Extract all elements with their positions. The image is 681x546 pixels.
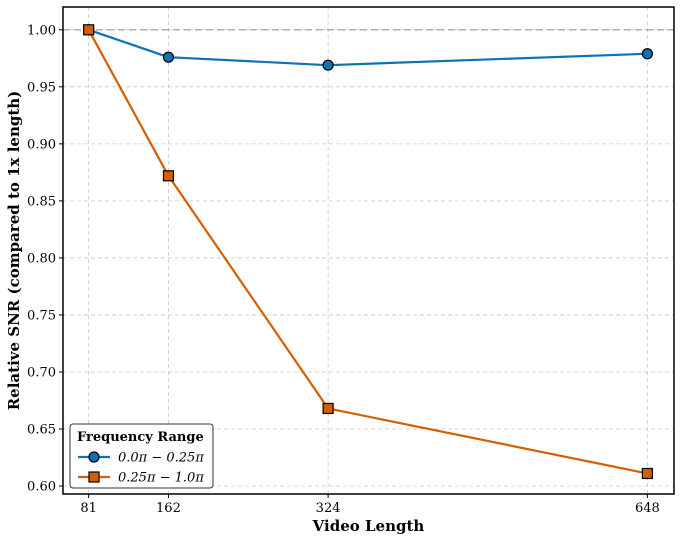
legend-label: 0.0π − 0.25π <box>118 451 204 466</box>
series-group <box>83 24 653 480</box>
x-tick-label: 162 <box>156 501 181 516</box>
legend-entry: 0.25π − 1.0π <box>78 471 204 486</box>
data-point <box>322 402 334 415</box>
legend-marker <box>88 451 100 463</box>
y-tick-label: 0.65 <box>27 422 56 437</box>
legend-box <box>69 423 214 489</box>
grid <box>63 7 674 494</box>
legend-entries: 0.0π − 0.25π 0.25π − 1.0π <box>78 451 204 486</box>
y-tick-label: 0.75 <box>27 308 56 323</box>
y-tick-label: 0.85 <box>27 194 56 209</box>
data-point <box>641 48 653 60</box>
y-axis-ticks: 0.60 0.65 0.70 0.75 0.80 0.85 0.90 0.95 1.00 <box>27 23 63 495</box>
data-point <box>162 51 175 63</box>
y-axis-label: Relative SNR (compared to 1x length) <box>5 91 23 411</box>
y-tick-label: 0.90 <box>27 137 56 152</box>
y-tick-label: 1.00 <box>27 23 56 38</box>
x-axis-ticks: 81 162 324 648 <box>80 494 660 516</box>
series-2 <box>83 24 653 480</box>
legend-marker <box>88 471 100 483</box>
x-axis-label: Video Length <box>312 517 425 535</box>
y-tick-label: 0.70 <box>27 365 56 380</box>
x-tick-label: 324 <box>316 501 341 516</box>
x-tick-label: 81 <box>80 501 97 516</box>
y-tick-label: 0.80 <box>27 251 56 266</box>
data-point <box>641 467 653 480</box>
legend-label: 0.25π − 1.0π <box>118 471 204 486</box>
y-tick-label: 0.60 <box>27 480 56 495</box>
plot-frame <box>62 6 675 495</box>
series-line <box>88 28 648 67</box>
legend: Frequency Range 0.0π − 0.25π 0.25π − 1.0π <box>69 423 214 489</box>
data-point <box>322 59 334 71</box>
x-tick-label: 648 <box>635 501 660 516</box>
series-1 <box>83 24 653 71</box>
data-point <box>83 24 95 36</box>
y-tick-label: 0.95 <box>27 80 56 95</box>
legend-entry: 0.0π − 0.25π <box>78 451 204 466</box>
legend-title: Frequency Range <box>77 430 204 445</box>
data-point <box>162 170 175 182</box>
series-line <box>87 29 648 475</box>
